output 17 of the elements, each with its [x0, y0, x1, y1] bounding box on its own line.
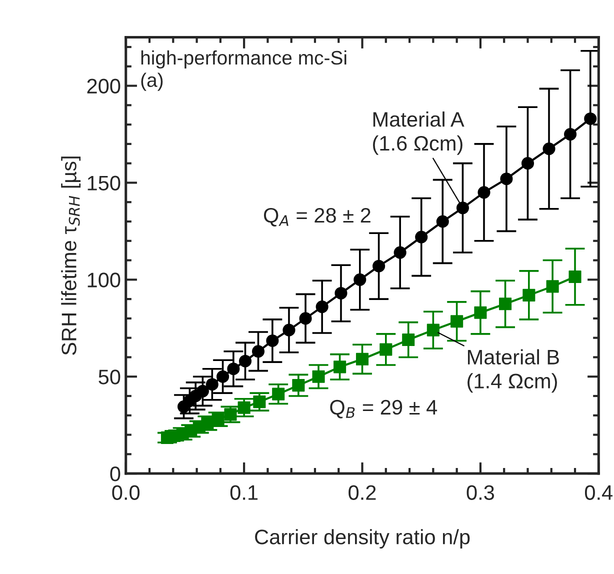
y-axis-title: SRH lifetime τ$_{SRH}$ [µs]: [61, 156, 81, 355]
x-axis-title: Carrier density ratio n/p: [255, 529, 470, 548]
y-tick-label: 0: [110, 466, 120, 482]
x-tick-label: 0.1: [230, 485, 258, 500]
annotation: Q$_{B}$ = 29 ± 4: [330, 400, 438, 418]
y-tick-label: 200: [87, 78, 120, 94]
x-tick-label: 0.0: [112, 485, 140, 500]
y-tick-label: 50: [98, 370, 120, 384]
x-tick-label: 0.4: [584, 485, 613, 500]
annotation: high-performance mc-Si (a): [141, 50, 346, 91]
x-tick-label: 0.3: [466, 485, 494, 500]
x-tick-label: 0.2: [348, 485, 376, 500]
annotation: Q$_{A}$ = 28 ± 2: [264, 208, 370, 226]
y-tick-label: 150: [88, 176, 120, 190]
annotation: Material B (1.4 Ωcm): [468, 349, 559, 393]
annotation: Material A (1.6 Ωcm): [373, 111, 464, 155]
y-tick-label: 100: [88, 272, 120, 288]
